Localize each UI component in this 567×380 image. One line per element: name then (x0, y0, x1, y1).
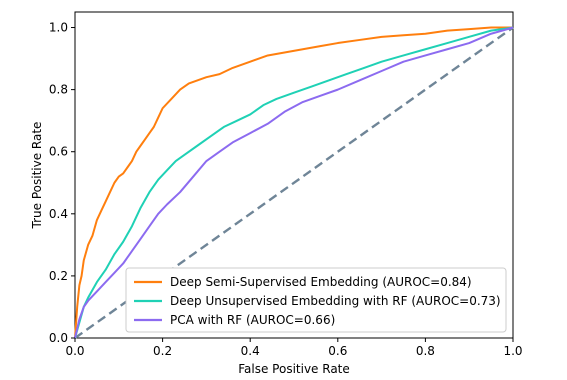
x-axis-label: False Positive Rate (238, 362, 350, 376)
legend: Deep Semi-Supervised Embedding (AUROC=0.… (125, 267, 507, 333)
legend-box (125, 267, 507, 333)
plot-frame (74, 11, 514, 339)
y-tick-label: 0.6 (49, 145, 68, 159)
series-line-2 (74, 26, 514, 339)
x-tick-label: 0.0 (65, 344, 84, 358)
y-tick-label: 0.8 (49, 83, 68, 97)
y-tick-label: 1.0 (49, 21, 68, 35)
x-tick-label: 0.6 (328, 344, 347, 358)
series-line-3 (74, 26, 514, 339)
y-axis-label: True Positive Rate (30, 122, 44, 230)
y-tick-label: 0.2 (49, 269, 68, 283)
legend-label-3: PCA with RF (AUROC=0.66) (170, 313, 335, 327)
legend-label-1: Deep Semi-Supervised Embedding (AUROC=0.… (170, 275, 472, 289)
y-tick-label: 0.4 (49, 207, 68, 221)
y-tick-label: 0.0 (49, 331, 68, 345)
series-layer (74, 26, 514, 339)
x-tick-label: 1.0 (503, 344, 522, 358)
series-line-1 (74, 26, 513, 339)
legend-label-2: Deep Unsupervised Embedding with RF (AUR… (170, 294, 501, 308)
x-tick-label: 0.8 (416, 344, 435, 358)
x-ticks: 0.0 0.2 0.4 0.6 0.8 1.0 (65, 338, 523, 358)
legend-entries: Deep Semi-Supervised Embedding (AUROC=0.… (134, 275, 501, 327)
x-tick-label: 0.2 (153, 344, 172, 358)
x-tick-label: 0.4 (241, 344, 260, 358)
y-ticks: 0.0 0.2 0.4 0.6 0.8 1.0 (49, 21, 75, 345)
